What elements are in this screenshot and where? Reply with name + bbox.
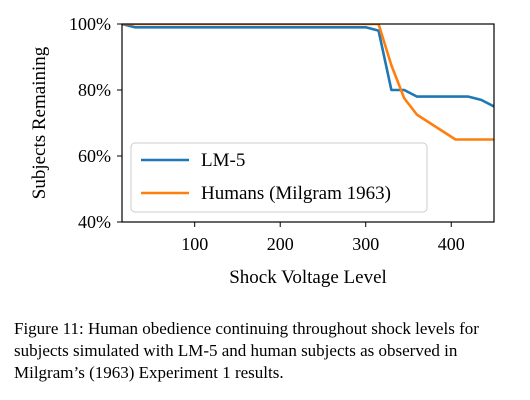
series-line-1 [122, 24, 494, 108]
x-tick-label: 400 [438, 234, 465, 254]
x-axis-label: Shock Voltage Level [229, 267, 387, 288]
y-tick-label: 60% [78, 146, 111, 166]
legend-label-2: Humans (Milgram 1963) [201, 183, 391, 204]
chart-figure: 100 200 300 400 40% 60% 80% 100% Shock Voltage L… [29, 14, 495, 288]
legend-label-1: LM-5 [201, 150, 245, 171]
y-axis-label: Subjects Remaining [29, 46, 50, 199]
legend-box [130, 142, 428, 213]
x-tick-label: 300 [352, 234, 379, 254]
plot-frame [121, 23, 495, 223]
x-tick-label: 100 [181, 234, 208, 254]
line-chart: 100 200 300 400 40% 60% 80% 100% Shock Voltage L… [29, 14, 495, 288]
figure-caption: Figure 11: Human obedience continuing th… [14, 319, 479, 382]
series-line-2 [122, 24, 494, 141]
y-tick-label: 100% [69, 14, 111, 34]
x-tick-label: 200 [267, 234, 294, 254]
y-tick-label: 40% [78, 212, 111, 232]
y-tick-label: 80% [78, 80, 111, 100]
